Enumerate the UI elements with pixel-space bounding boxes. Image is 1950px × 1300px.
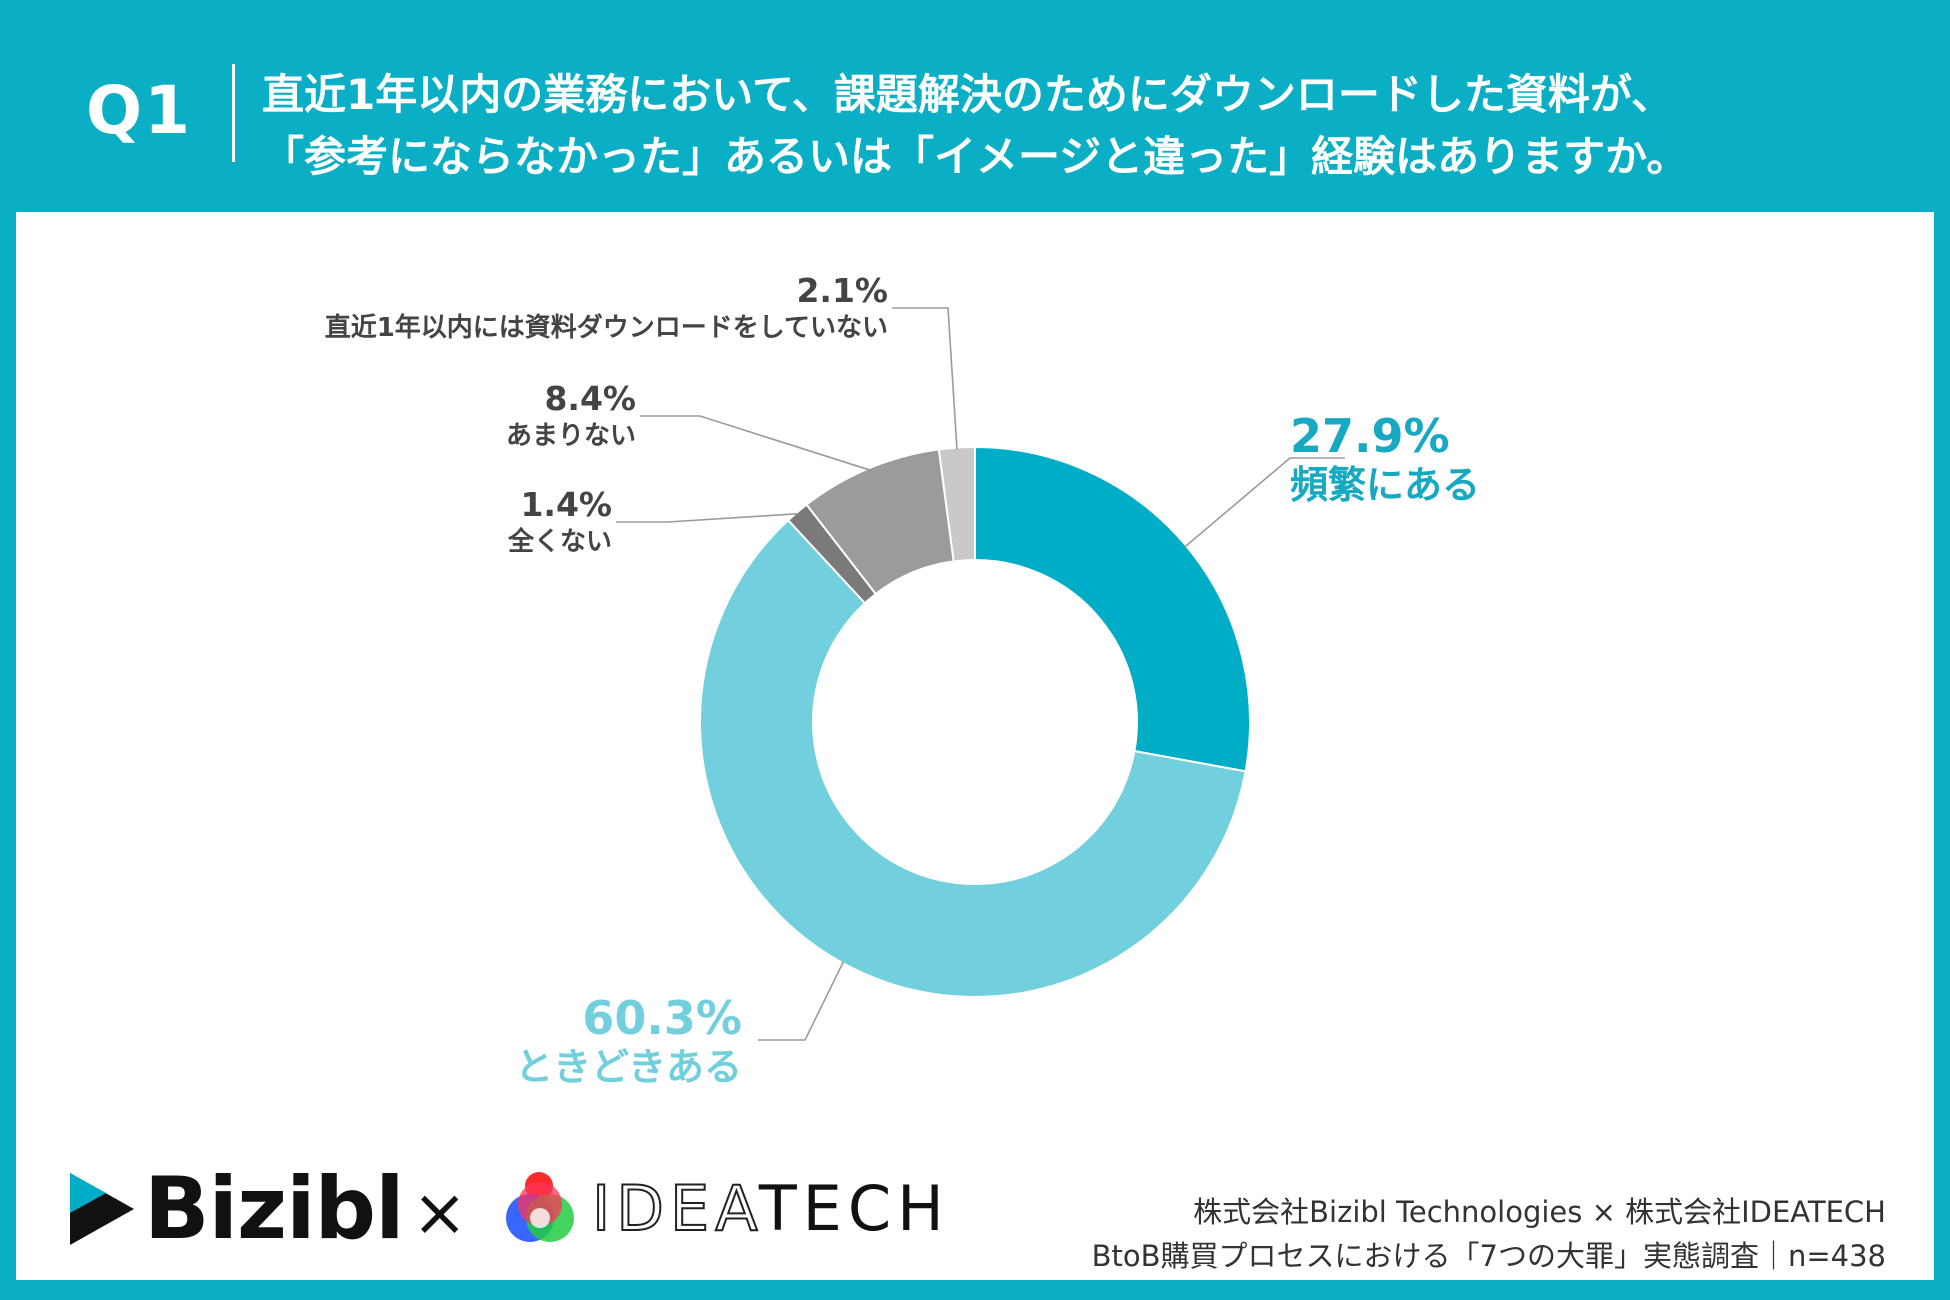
- credit-line-2: BtoB購買プロセスにおける「7つの大罪」実態調査｜n=438: [1091, 1239, 1886, 1273]
- credit-block: 株式会社Bizibl Technologies × 株式会社IDEATECH B…: [1092, 1190, 1886, 1278]
- slice-category-label-0: 頻繁にある: [1290, 463, 1480, 507]
- header-banner: Q1 直近1年以内の業務において、課題解決のためにダウンロードした資料が、 「参…: [0, 0, 1950, 210]
- question-number: Q1: [86, 72, 193, 149]
- leader-line-4: [892, 307, 958, 450]
- leader-line-3: [640, 415, 871, 471]
- leader-line-1: [758, 960, 845, 1041]
- donut-slice-1: [699, 518, 1247, 999]
- question-line-1: 直近1年以内の業務において、課題解決のためにダウンロードした資料が、: [262, 70, 1674, 119]
- ideatech-logo-text: IDEATECH: [591, 1177, 950, 1241]
- header-divider: [232, 64, 235, 162]
- slice-value-label-3: 8.4%: [544, 379, 636, 418]
- bizibl-logo-text: Bizibl: [144, 1159, 405, 1259]
- color-wheel-icon: [506, 1172, 574, 1242]
- slice-category-label-4: 直近1年以内には資料ダウンロードをしていない: [325, 312, 888, 343]
- collab-times: ×: [412, 1174, 468, 1251]
- question-line-2: 「参考にならなかった」あるいは「イメージと違った」経験はありますか。: [262, 132, 1689, 181]
- leader-line-2: [616, 512, 799, 523]
- chart-panel: [16, 212, 1934, 1280]
- ideatech-logo-prefix: IDEA: [591, 1172, 759, 1245]
- ideatech-logo-suffix: TECH: [758, 1172, 950, 1245]
- slice-value-label-1: 60.3%: [582, 991, 742, 1045]
- slice-value-label-2: 1.4%: [520, 485, 612, 524]
- play-icon: [70, 1173, 134, 1245]
- leader-line-0: [1184, 457, 1345, 548]
- donut-slice-4: [937, 445, 976, 563]
- ideatech-logo: IDEATECH: [500, 1166, 950, 1252]
- bizibl-logo: Bizibl: [66, 1159, 405, 1259]
- slice-value-label-4: 2.1%: [796, 271, 888, 310]
- slice-category-label-2: 全くない: [507, 526, 612, 557]
- slice-category-label-1: ときどきある: [515, 1045, 742, 1089]
- question-text: 直近1年以内の業務において、課題解決のためにダウンロードした資料が、 「参考にな…: [262, 64, 1922, 188]
- slice-value-label-0: 27.9%: [1290, 409, 1450, 463]
- credit-line-1: 株式会社Bizibl Technologies × 株式会社IDEATECH: [1193, 1195, 1886, 1229]
- slice-category-label-3: あまりない: [506, 421, 636, 451]
- donut-slice-0: [974, 445, 1251, 773]
